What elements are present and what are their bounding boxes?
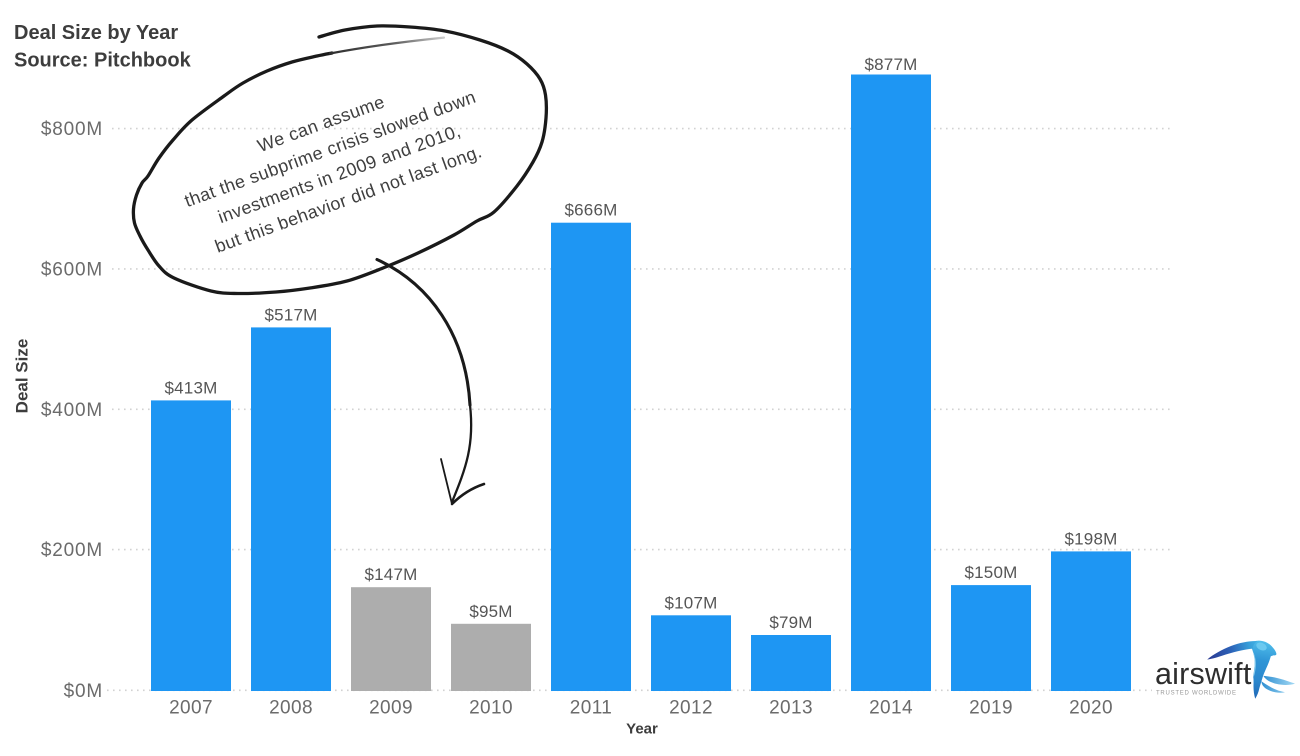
svg-text:$107M: $107M [665,593,718,612]
svg-text:$666M: $666M [565,201,618,220]
svg-text:Deal Size by Year: Deal Size by Year [14,22,178,44]
svg-text:$400M: $400M [41,400,103,421]
svg-text:Source: Pitchbook: Source: Pitchbook [14,50,192,72]
svg-text:$517M: $517M [265,305,318,324]
svg-text:2011: 2011 [570,698,612,719]
svg-text:$95M: $95M [469,602,512,621]
svg-text:$79M: $79M [769,613,812,632]
svg-text:2013: 2013 [769,698,813,719]
svg-text:$200M: $200M [41,540,103,561]
svg-text:2020: 2020 [1069,698,1113,719]
svg-text:$150M: $150M [965,563,1018,582]
svg-text:2019: 2019 [969,698,1013,719]
svg-text:2014: 2014 [869,698,913,719]
svg-text:2010: 2010 [469,698,513,719]
svg-text:airswift: airswift [1155,657,1252,691]
svg-text:$600M: $600M [41,260,103,281]
svg-text:Year: Year [626,721,658,738]
svg-text:2009: 2009 [369,698,413,719]
svg-text:$0M: $0M [64,681,103,702]
svg-text:$413M: $413M [165,378,218,397]
svg-text:$198M: $198M [1065,529,1118,548]
svg-text:$147M: $147M [365,565,418,584]
svg-text:TRUSTED WORLDWIDE: TRUSTED WORLDWIDE [1156,691,1237,697]
svg-text:2012: 2012 [669,698,713,719]
svg-text:$877M: $877M [865,55,918,74]
svg-text:Deal Size: Deal Size [13,339,32,414]
svg-text:$800M: $800M [41,119,103,140]
svg-text:2008: 2008 [269,698,313,719]
svg-text:2007: 2007 [169,698,213,719]
